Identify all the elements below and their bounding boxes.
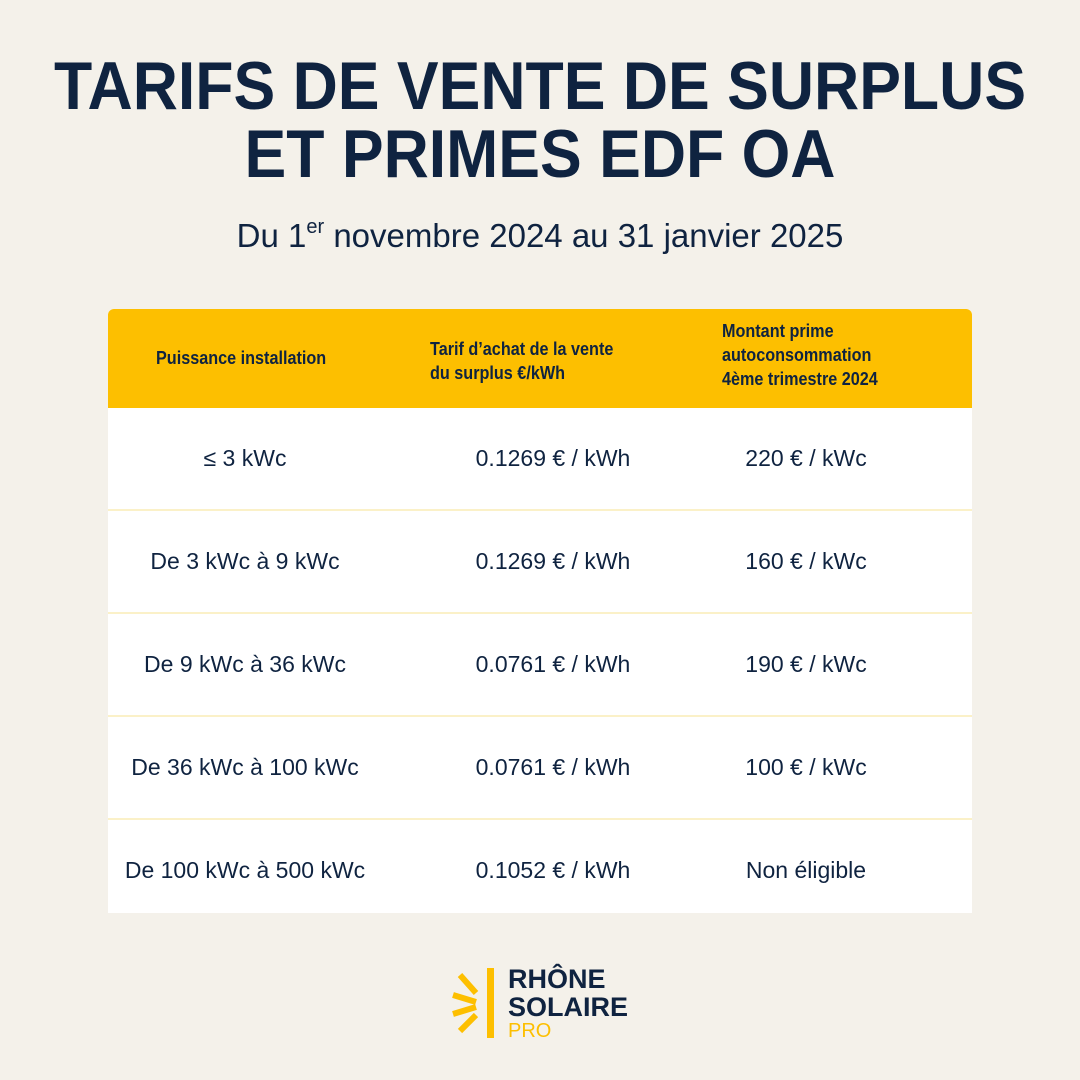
puissance-cell: ≤ 3 kWc — [203, 445, 287, 471]
logo-line-2: SOLAIRE — [508, 992, 629, 1022]
table-row: De 9 kWc à 36 kWc 0.0761 € / kWh 190 € / k… — [108, 612, 972, 715]
header-prime: Montant prime autoconsommation 4ème trimes… — [722, 319, 878, 391]
tariff-table: Puissance installation Tarif d’achat de … — [108, 309, 972, 913]
table-row: De 36 kWc à 100 kWc 0.0761 € / kWh 100 € /… — [108, 715, 972, 818]
logo-line-1: RHÔNE — [508, 964, 606, 994]
date-suffix: novembre 2024 au 31 janvier 2025 — [324, 217, 844, 254]
tarif-cell: 0.0761 € / kWh — [475, 754, 631, 780]
tarif-cell: 0.1052 € / kWh — [475, 857, 631, 883]
logo-pro: PRO — [508, 1020, 552, 1042]
puissance-cell: De 3 kWc à 9 kWc — [150, 548, 340, 574]
sun-rays-icon — [452, 968, 494, 1038]
page-title: TARIFS DE VENTE DE SURPLUS ET PRIMES EDF… — [43, 52, 1037, 188]
prime-cell: 100 € / kWc — [745, 754, 867, 780]
rhone-solaire-logo: RHÔNE SOLAIRE PRO — [450, 965, 640, 1042]
puissance-cell: De 9 kWc à 36 kWc — [144, 651, 346, 677]
table-row: De 3 kWc à 9 kWc 0.1269 € / kWh 160 € / kW… — [108, 509, 972, 612]
date-prefix: Du 1 — [236, 217, 307, 254]
date-range: Du 1er novembre 2024 au 31 janvier 2025 — [0, 216, 1080, 255]
table-header: Puissance installation Tarif d’achat de … — [108, 309, 972, 408]
puissance-cell: De 100 kWc à 500 kWc — [124, 857, 366, 883]
date-sup: er — [306, 216, 325, 238]
tarif-cell: 0.1269 € / kWh — [475, 445, 631, 471]
header-text: Montant prime — [722, 321, 834, 341]
title-line-2: ET PRIMES EDF OA — [244, 116, 836, 192]
prime-cell: 160 € / kWc — [745, 548, 867, 574]
prime-cell: 190 € / kWc — [745, 651, 867, 677]
header-tarif: Tarif d’achat de la vente du surplus €/kW… — [430, 337, 613, 385]
header-text: Tarif d’achat de la vente — [430, 339, 614, 359]
logo-text: RHÔNE SOLAIRE — [508, 965, 628, 1021]
header-text: 4ème trimestre 2024 — [722, 369, 878, 389]
header-text: du surplus €/kWh — [430, 363, 566, 383]
header-text: autoconsommation — [722, 345, 872, 365]
table-row: De 100 kWc à 500 kWc 0.1052 € / kWh Non él… — [108, 818, 972, 913]
prime-cell: Non éligible — [745, 857, 867, 883]
tarif-cell: 0.1269 € / kWh — [475, 548, 631, 574]
header-text: Puissance installation — [156, 348, 327, 368]
tarif-cell: 0.0761 € / kWh — [475, 651, 631, 677]
table-row: ≤ 3 kWc 0.1269 € / kWh 220 € / kWc — [108, 408, 972, 509]
puissance-cell: De 36 kWc à 100 kWc — [131, 754, 359, 780]
header-puissance: Puissance installation — [156, 346, 326, 370]
title-line-1: TARIFS DE VENTE DE SURPLUS — [53, 48, 1027, 124]
prime-cell: 220 € / kWc — [745, 445, 867, 471]
